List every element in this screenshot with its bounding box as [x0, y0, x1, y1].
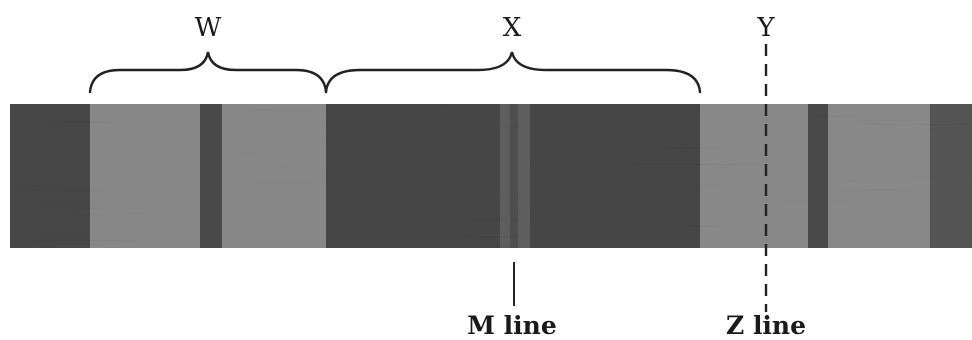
label-y: Y: [756, 13, 775, 43]
label-z-line: Z line: [726, 311, 806, 340]
label-m-line: M line: [467, 311, 556, 340]
label-w: W: [195, 13, 222, 43]
label-x: X: [503, 13, 522, 43]
w-brace: [88, 51, 328, 94]
texture-streaks: [10, 104, 972, 248]
x-brace: [324, 51, 702, 94]
micrograph-strip: [10, 104, 972, 248]
